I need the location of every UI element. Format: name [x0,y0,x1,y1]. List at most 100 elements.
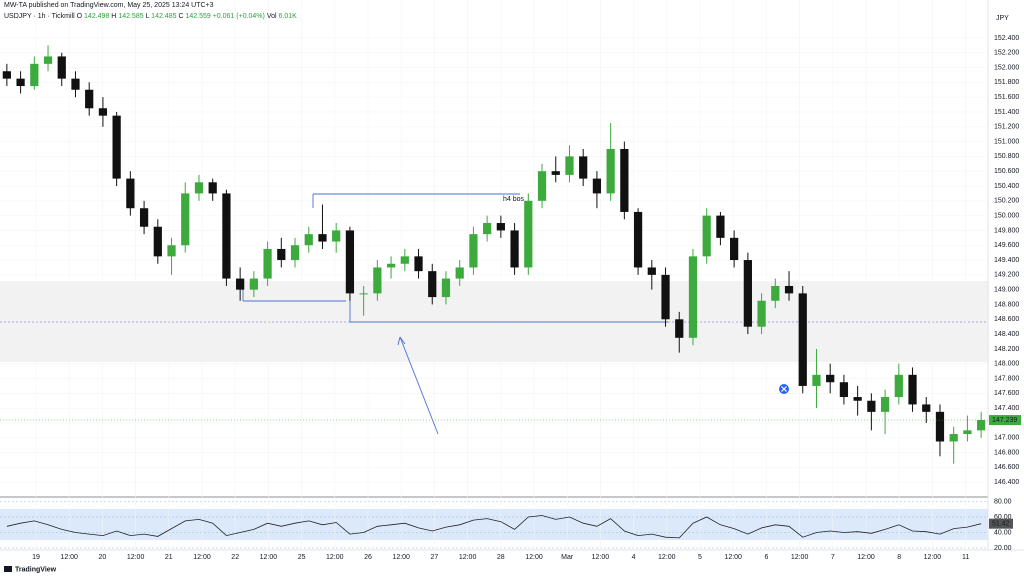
candle-body [565,156,574,175]
candle-body [633,211,643,268]
y-tick-label: 149.400 [994,257,1019,264]
candle-body [647,267,656,275]
candle-body [428,271,437,298]
candle-body [977,419,986,431]
candle-body [373,267,382,294]
rsi-band [0,509,988,540]
x-tick-label: 12:00 [857,554,875,561]
x-tick-label: 21 [165,554,173,561]
x-tick-label: 12:00 [60,554,78,561]
candle-body [894,374,903,398]
candle-body [537,171,547,201]
legend-text: 142.585 [118,13,144,20]
legend-text: O [76,13,83,20]
x-tick-label: 7 [831,554,835,561]
legend-text: C [178,13,184,20]
candle-body [702,215,711,257]
x-tick-label: 22 [231,554,239,561]
x-tick-label: 26 [364,554,372,561]
candle-body [963,430,972,435]
x-tick-label: 12:00 [127,554,145,561]
y-tick-label: 148.200 [994,346,1019,353]
candle-body [332,230,341,242]
drawing-line [399,336,439,435]
candle-body [675,319,684,338]
rsi-last-box [989,518,1013,529]
x-tick-label: 12:00 [592,554,610,561]
candle-body [935,411,945,442]
candle-body [126,178,135,209]
candle-body [112,115,121,179]
y-tick-label: 146.600 [994,464,1019,471]
x-tick-label: 12:00 [724,554,742,561]
x-tick-label: 27 [431,554,439,561]
candle-body [771,285,780,301]
candle-body [249,278,258,290]
x-tick-label: 12:00 [326,554,344,561]
candle-body [359,293,368,295]
candle-body [551,171,560,175]
brand-logo [4,566,12,572]
y-tick-label: 147.800 [994,375,1019,382]
candle-body [853,397,862,401]
candle-body [839,382,849,398]
currency: JPY [996,15,1009,22]
candle-body [194,182,204,194]
candle-body [263,248,272,279]
x-tick-label: Mar [561,554,574,561]
candle-body [798,293,807,386]
candle-body [496,223,505,231]
x-tick-label: 12:00 [658,554,676,561]
x-tick-label: 25 [298,554,306,561]
candle-body [236,278,245,290]
rsi-tick-label: 60.00 [994,514,1012,521]
legend-text: 142.498 [84,13,110,20]
x-tick-label: 12:00 [525,554,543,561]
legend-text: L [145,13,150,20]
x-tick-label: 11 [962,554,969,561]
y-tick-label: 149.200 [994,272,1019,279]
y-tick-label: 147.000 [994,435,1019,442]
candle-body [455,267,464,279]
candle-body [98,108,108,116]
candle-body [826,374,835,383]
x-tick-label: 4 [632,554,636,561]
candle-body [85,89,94,109]
drawing-line [397,336,401,346]
x-tick-label: 8 [897,554,901,561]
candle-body [304,234,313,246]
legend-text: 142.485 [151,13,177,20]
zone [0,281,988,362]
candle-body [43,56,53,64]
y-tick-label: 146.400 [994,479,1019,486]
remove-icon-x [781,386,787,392]
candle-body [784,285,794,294]
candle-body [414,256,423,272]
candle-body [606,148,615,194]
y-tick-label: 148.600 [994,316,1019,323]
candle-body [949,434,958,442]
candle-body [469,234,478,268]
legend-text: H [111,13,117,20]
x-tick-label: 20 [99,554,107,561]
candle-body [441,278,451,298]
legend-text: 142.559 [185,13,211,20]
x-tick-label: 12:00 [392,554,410,561]
candle-body [880,397,890,412]
candle-body [139,208,149,227]
candle-body [757,300,766,327]
candle-body [277,248,286,261]
candle-body [222,193,231,279]
y-tick-label: 148.000 [994,361,1019,368]
rsi-line [6,515,982,539]
candle-body [524,200,533,268]
y-tick-label: 152.200 [994,50,1019,57]
x-tick-label: 12:00 [924,554,942,561]
y-tick-label: 148.800 [994,301,1019,308]
candle-body [908,374,917,405]
y-tick-label: 152.400 [994,35,1019,42]
last-price: 147.239 [992,417,1017,424]
annotation: h4 bos [503,196,525,203]
candle-body [730,237,739,261]
